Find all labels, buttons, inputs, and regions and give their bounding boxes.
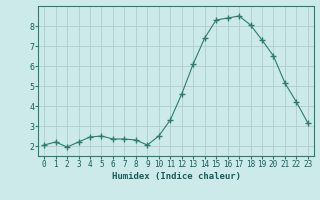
X-axis label: Humidex (Indice chaleur): Humidex (Indice chaleur)	[111, 172, 241, 181]
